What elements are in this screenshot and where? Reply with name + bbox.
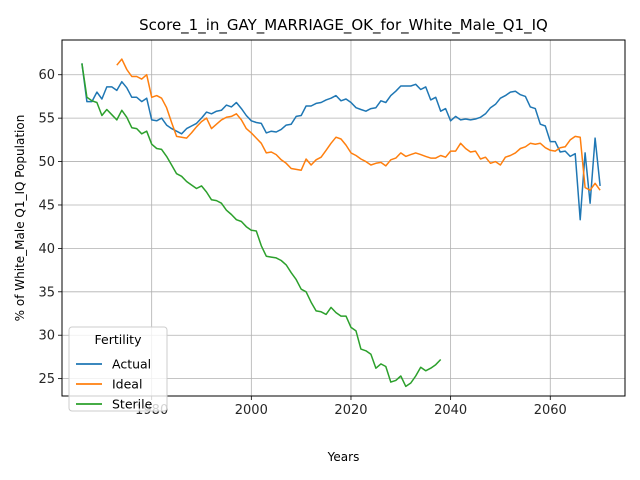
x-tick-label: 2060 xyxy=(534,403,567,418)
plot-frame xyxy=(61,39,626,397)
legend-title: Fertility xyxy=(95,332,143,347)
chart-title: Score_1_in_GAY_MARRIAGE_OK_for_White_Mal… xyxy=(139,16,548,35)
x-axis-label: Years xyxy=(327,450,360,464)
x-tick-label: 2000 xyxy=(235,403,268,418)
y-tick-label: 30 xyxy=(38,329,55,344)
y-tick-label: 45 xyxy=(38,198,55,213)
y-tick-label: 55 xyxy=(38,112,55,127)
y-axis-label: % of White_Male Q1_IQ Population xyxy=(13,115,27,322)
grid-layer xyxy=(62,40,625,396)
y-tick-label: 60 xyxy=(38,68,55,83)
y-tick-label: 25 xyxy=(38,372,55,387)
legend: Fertility Actual Ideal Sterile xyxy=(68,326,168,412)
x-tick-label: 2040 xyxy=(434,403,467,418)
legend-label-ideal: Ideal xyxy=(112,377,142,392)
legend-label-actual: Actual xyxy=(112,357,151,372)
x-tick-label: 2020 xyxy=(334,403,367,418)
y-tick-label: 50 xyxy=(38,155,55,170)
series-layer xyxy=(81,58,601,388)
y-tick-label: 40 xyxy=(38,242,55,257)
series-line-sterile xyxy=(81,63,442,388)
series-line-ideal xyxy=(116,58,601,191)
series-line-actual xyxy=(81,63,601,221)
legend-label-sterile: Sterile xyxy=(112,397,153,412)
y-tick-label: 35 xyxy=(38,285,55,300)
legend-box xyxy=(68,326,168,412)
